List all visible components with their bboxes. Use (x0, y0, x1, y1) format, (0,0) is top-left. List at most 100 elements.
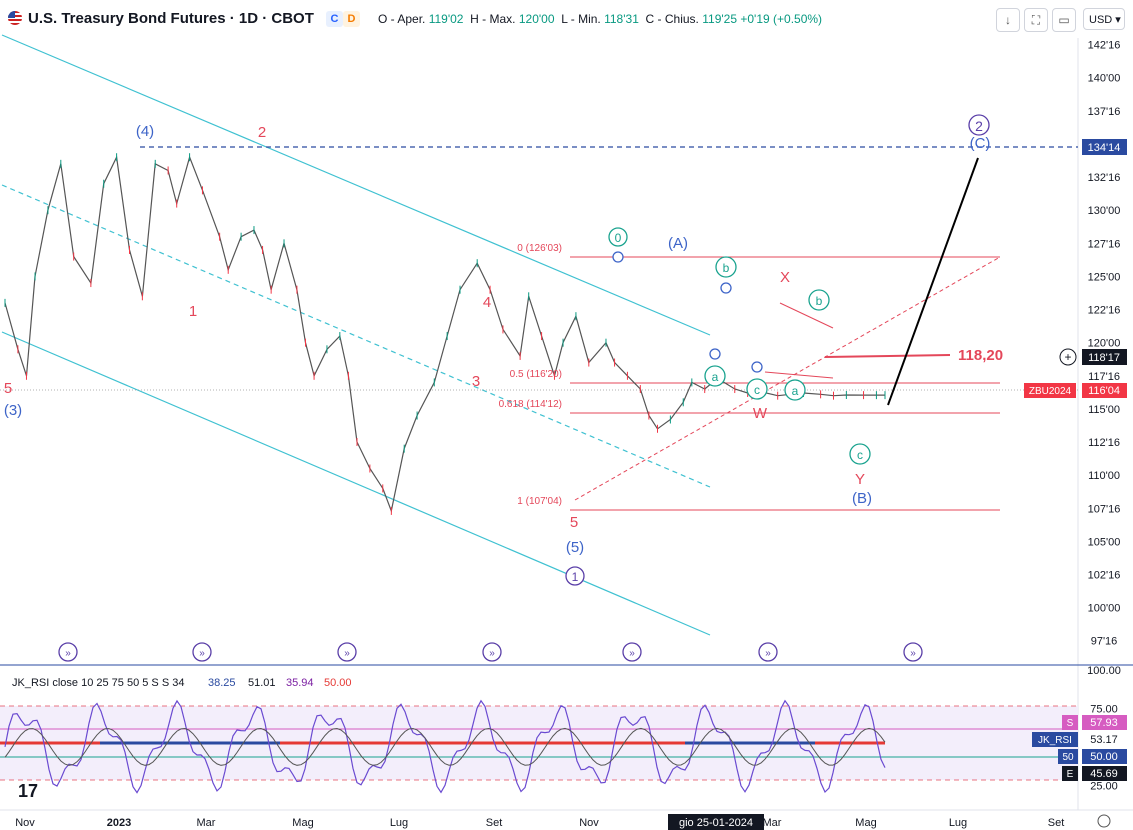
rsi-tag-s: S (1067, 718, 1074, 729)
price-tick-label: 102'16 (1088, 569, 1121, 581)
badge-d: D (343, 11, 360, 27)
wave-circle-b-2 (808, 289, 830, 311)
wave-label-4-blue: (4) (136, 123, 154, 140)
event-icon[interactable] (903, 642, 923, 662)
trend-dashed-line (574, 256, 1001, 501)
window-icon[interactable]: ▭ (1052, 8, 1076, 32)
rsi-tag-50-box (1058, 749, 1078, 764)
event-icon[interactable] (622, 642, 642, 662)
symbol-title[interactable]: U.S. Treasury Bond Futures · 1D · CBOT (8, 10, 314, 27)
wave-label-C: (C) (970, 135, 991, 152)
wave-circle-a-2 (784, 379, 806, 401)
wave-label-B: (B) (852, 490, 872, 507)
rsi-value-50-box (1082, 749, 1127, 764)
ohlc-high-value: 120'00 (518, 12, 555, 26)
time-tick-label: Mar (197, 817, 216, 829)
price-tick-label: 100'00 (1088, 603, 1121, 615)
price-tick-label: 132'16 (1088, 172, 1121, 184)
ohlc-low-label: L - Min. (561, 12, 601, 26)
rsi-tag-e: E (1067, 769, 1074, 780)
wave-label-c-2: c (857, 448, 863, 462)
pivot-point-a (709, 348, 721, 360)
current-price-tag (1082, 383, 1127, 398)
wave-circle-c-2 (849, 443, 871, 465)
rsi-line (4, 699, 886, 794)
price-tick-label: 115'00 (1088, 404, 1120, 416)
ohlc-readout: O - Aper. 119'02 H - Max. 120'00 L - Min… (378, 12, 822, 26)
rsi-value-e: 45.69 (1090, 768, 1118, 780)
time-tick-label: Mag (855, 817, 876, 829)
event-arrow-icon: » (629, 648, 635, 659)
rsi-reading-2: 51.01 (248, 677, 276, 689)
settings-gear-icon[interactable] (1097, 814, 1111, 828)
badge-c: C (326, 11, 343, 27)
event-icon[interactable] (58, 642, 78, 662)
ohlc-change-value: +0'19 (+0.50%) (740, 12, 823, 26)
rsi-value-main-box (1082, 732, 1127, 747)
resistance-line (824, 354, 951, 358)
wave-label-a-1: a (712, 370, 719, 384)
wave-label-1-red: 1 (189, 303, 197, 320)
wave-label-2-circle: 2 (975, 118, 983, 134)
time-tick-label: Nov (579, 817, 599, 829)
price-tick-label: 125'00 (1088, 271, 1121, 283)
price-tick-label: 140'00 (1088, 73, 1121, 85)
price-series (4, 153, 886, 515)
fib-label-1: 1 (107'04) (517, 496, 562, 507)
event-icon[interactable] (758, 642, 778, 662)
rsi-tag-main: JK_RSI (1038, 735, 1072, 746)
triangle-lower-line (764, 371, 834, 379)
pivot-point-b (720, 282, 732, 294)
wave-label-a-2: a (792, 384, 799, 398)
event-arrow-icon: » (765, 648, 771, 659)
add-alert-icon[interactable] (1059, 348, 1077, 366)
wave-label-5-blue: (5) (566, 539, 584, 556)
ohlc-high-label: H - Max. (470, 12, 516, 26)
rsi-tick-label: 25.00 (1090, 780, 1118, 792)
price-tick-label: 117'16 (1088, 371, 1120, 383)
currency-label: USD (1089, 14, 1113, 26)
price-tick-label: 122'16 (1088, 305, 1121, 317)
rsi-value-s: 57.93 (1090, 717, 1118, 729)
ohlc-open-label: O - Aper. (378, 12, 426, 26)
channel-upper-line (1, 34, 711, 336)
fib-label-0: 0 (126'03) (517, 243, 562, 254)
event-arrow-icon: » (910, 648, 916, 659)
wave-label-3-red: 3 (472, 373, 480, 390)
wave-label-c-1: c (754, 383, 760, 397)
fib-label-0618: 0.618 (114'12) (499, 399, 562, 410)
event-arrow-icon: » (199, 648, 205, 659)
pivot-point-0 (612, 251, 624, 263)
fullscreen-icon[interactable]: ⛶ (1024, 8, 1048, 32)
time-tick-label: Mag (292, 817, 313, 829)
wave-circle-a-1 (704, 365, 726, 387)
wave-label-X: X (780, 269, 790, 286)
price-line (4, 155, 885, 514)
last-price-tag (1082, 349, 1127, 365)
resistance-label: 118,20 (958, 347, 1003, 364)
channel-mid-line (1, 184, 711, 488)
arrow-down-icon[interactable]: ↓ (996, 8, 1020, 32)
target-price-tag (1082, 139, 1127, 155)
event-icon[interactable] (482, 642, 502, 662)
wave-circle-0 (608, 227, 628, 247)
wave-label-Y: Y (855, 471, 865, 488)
event-arrow-icon: » (344, 648, 350, 659)
time-tick-label: Set (486, 817, 503, 829)
tradingview-logo-icon: 17 (18, 781, 38, 801)
event-icon[interactable] (337, 642, 357, 662)
price-tick-label: 130'00 (1088, 205, 1121, 217)
rsi-axis: 100.00 75.00 25.00 (1087, 665, 1121, 792)
wave-label-5-left: 5 (4, 380, 12, 397)
wave-circle-2 (968, 114, 990, 136)
rsi-tag-e-box (1062, 766, 1078, 781)
rsi-indicator-text[interactable]: JK_RSI close 10 25 75 50 5 S S 34 (12, 677, 184, 689)
event-icon[interactable] (192, 642, 212, 662)
events-row: » » » » » » » (58, 642, 923, 662)
rsi-reading-4: 50.00 (324, 677, 352, 689)
currency-select[interactable]: USD ▾ (1083, 8, 1125, 30)
wave-label-0-circle: 0 (615, 231, 622, 245)
price-tick-label: 137'16 (1088, 106, 1121, 118)
rsi-value-50: 50.00 (1090, 751, 1118, 763)
